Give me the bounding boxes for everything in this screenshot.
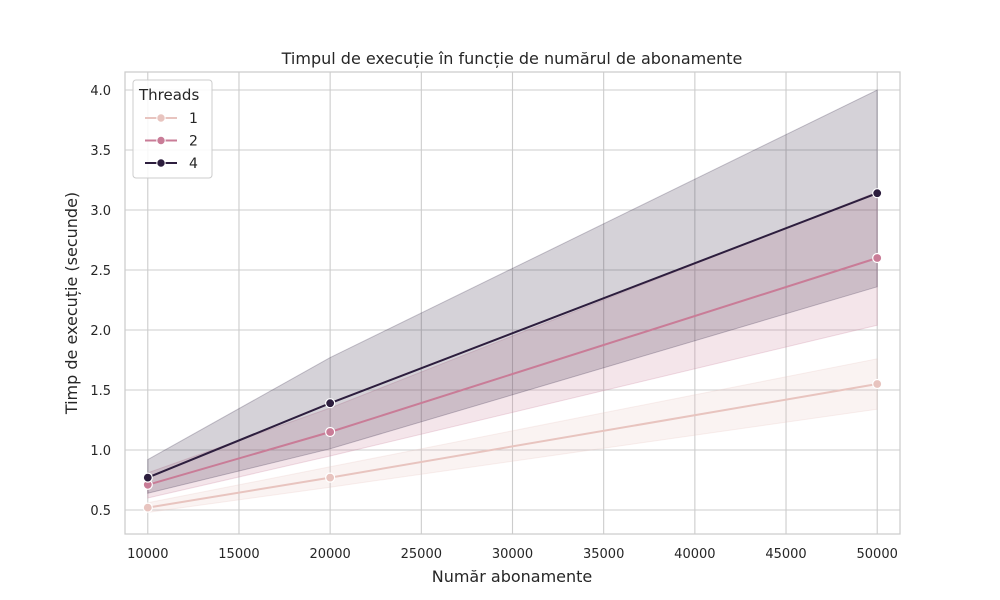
y-tick-label: 3.5 bbox=[90, 144, 111, 159]
legend-entry-2: 2 bbox=[145, 134, 198, 150]
y-tick-label: 2.5 bbox=[90, 264, 111, 279]
data-point-4 bbox=[325, 398, 336, 409]
legend: Threads 1 2 4 bbox=[132, 79, 213, 179]
series-points bbox=[142, 188, 883, 513]
legend-entry-4: 4 bbox=[145, 156, 198, 172]
legend-label: 4 bbox=[189, 156, 198, 172]
data-point-2 bbox=[872, 252, 883, 264]
y-tick-label: 0.5 bbox=[90, 504, 111, 519]
x-tick-label: 35000 bbox=[583, 547, 624, 562]
x-tick-labels: 10000 15000 20000 25000 30000 35000 40000 45000… bbox=[127, 547, 898, 562]
x-tick-label: 15000 bbox=[218, 547, 259, 562]
y-tick-label: 2.0 bbox=[90, 324, 111, 339]
legend-entries: 1 2 4 bbox=[145, 111, 198, 172]
x-tick-label: 50000 bbox=[857, 547, 898, 562]
legend-label: 1 bbox=[189, 111, 198, 127]
legend-entry-1: 1 bbox=[145, 111, 198, 127]
chart-title: Timpul de execuție în funcție de numărul… bbox=[281, 49, 743, 68]
data-point-4 bbox=[872, 188, 883, 199]
y-tick-labels: 0.5 1.0 1.5 2.0 2.5 3.0 3.5 4.0 bbox=[90, 84, 111, 519]
data-point-1 bbox=[142, 502, 153, 513]
y-axis-label: Timp de execuție (secunde) bbox=[62, 192, 81, 415]
confidence-band-4 bbox=[147, 89, 878, 494]
x-axis-label: Număr abonamente bbox=[432, 567, 593, 586]
y-tick-label: 1.5 bbox=[90, 384, 111, 399]
data-point-4 bbox=[142, 472, 153, 483]
grid bbox=[125, 72, 900, 534]
data-point-2 bbox=[325, 426, 336, 438]
plot-frame bbox=[124, 71, 901, 535]
x-tick-label: 25000 bbox=[401, 547, 442, 562]
data-point-1 bbox=[325, 472, 336, 483]
legend-marker bbox=[156, 135, 166, 146]
legend-box bbox=[132, 79, 213, 179]
y-tick-label: 4.0 bbox=[90, 84, 111, 99]
x-tick-label: 30000 bbox=[492, 547, 533, 562]
x-tick-label: 40000 bbox=[674, 547, 715, 562]
x-tick-label: 45000 bbox=[765, 547, 806, 562]
y-tick-label: 1.0 bbox=[90, 444, 111, 459]
x-tick-label: 20000 bbox=[309, 547, 350, 562]
legend-marker bbox=[156, 113, 166, 123]
legend-title: Threads bbox=[138, 86, 199, 104]
data-point-1 bbox=[872, 378, 883, 390]
legend-label: 2 bbox=[189, 134, 198, 150]
y-tick-label: 3.0 bbox=[90, 204, 111, 219]
legend-marker bbox=[156, 158, 166, 168]
x-tick-label: 10000 bbox=[127, 547, 168, 562]
